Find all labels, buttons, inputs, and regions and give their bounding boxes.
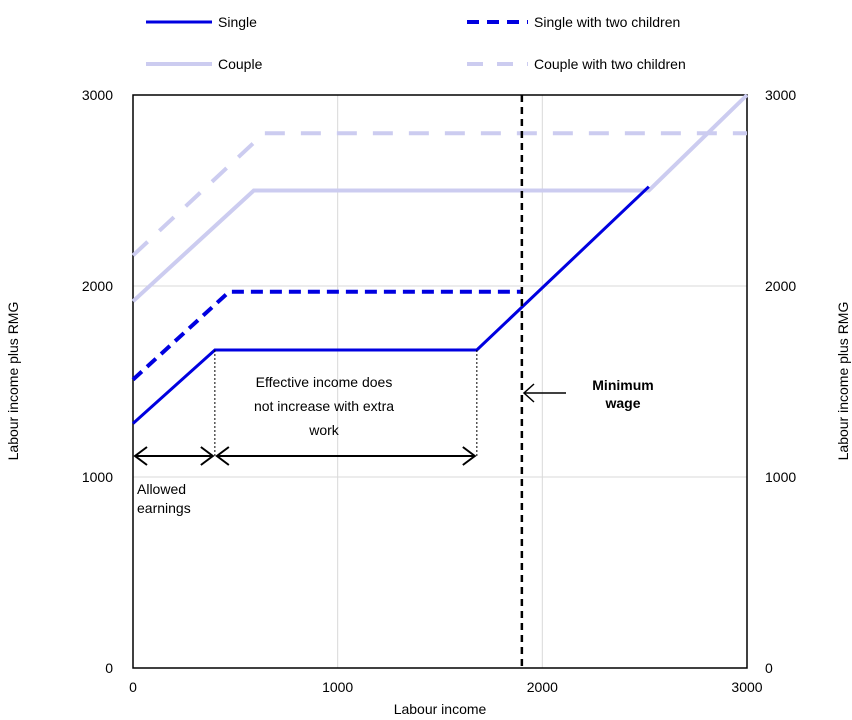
y-tick-label-right: 3000	[765, 87, 796, 103]
gridlines	[132, 94, 748, 669]
allowed-earnings-arrow	[133, 446, 215, 466]
effective-income-line1: Effective income does	[256, 374, 393, 390]
minimum-wage-label-line2: wage	[604, 395, 640, 411]
legend-label-couple-two-children: Couple with two children	[534, 56, 686, 72]
y-tick-label-left: 2000	[82, 278, 113, 294]
allowed-earnings-line2: earnings	[137, 500, 191, 516]
y-tick-label-left: 0	[105, 660, 113, 676]
minimum-wage-arrow	[522, 383, 566, 403]
plot-frame	[132, 94, 748, 669]
y-tick-label-right: 2000	[765, 278, 796, 294]
legend-label-couple: Couple	[218, 56, 263, 72]
legend: Single Single with two children Couple C…	[146, 14, 686, 72]
x-tick-label: 0	[129, 679, 137, 695]
series-line-couple	[131, 93, 749, 303]
effective-income-arrow	[215, 446, 477, 466]
x-tick-label: 1000	[322, 679, 353, 695]
series-line-couple-with-two-children	[131, 131, 747, 257]
effective-income-line3: work	[308, 422, 340, 438]
legend-label-single-two-children: Single with two children	[534, 14, 680, 30]
x-tick-label: 2000	[527, 679, 558, 695]
legend-label-single: Single	[218, 14, 257, 30]
x-axis-label: Labour income	[394, 701, 487, 717]
series-lines	[131, 93, 749, 425]
allowed-earnings-line1: Allowed	[137, 481, 186, 497]
minimum-wage-label-line1: Minimum	[592, 377, 653, 393]
series-line-single-with-two-children	[131, 289, 522, 382]
series-line-single	[131, 185, 650, 425]
effective-income-line2: not increase with extra	[254, 398, 394, 414]
y-tick-label-right: 0	[765, 660, 773, 676]
y-tick-label-left: 1000	[82, 469, 113, 485]
y-tick-label-left: 3000	[82, 87, 113, 103]
y-tick-label-right: 1000	[765, 469, 796, 485]
y-axis-label-right: Labour income plus RMG	[835, 302, 851, 461]
annotations	[133, 349, 478, 466]
x-tick-label: 3000	[731, 679, 762, 695]
y-axis-label-left: Labour income plus RMG	[5, 302, 21, 461]
